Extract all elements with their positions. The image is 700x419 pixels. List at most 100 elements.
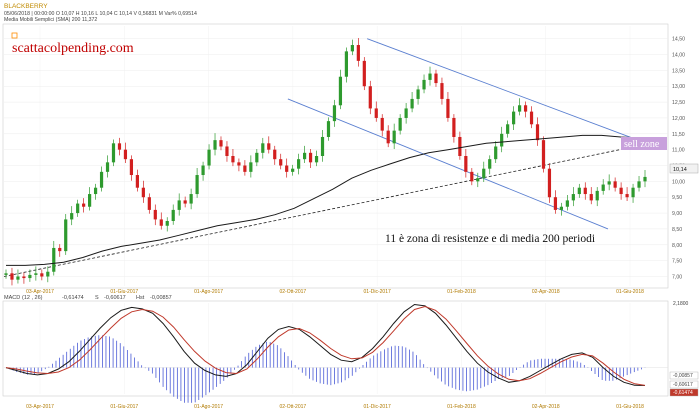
candle-body	[476, 178, 480, 182]
candle-body	[267, 143, 271, 150]
site-marker	[11, 32, 18, 39]
sma-readout: Media Mobili Semplici (SMA) 200 11,372	[4, 17, 97, 23]
candle-body	[410, 98, 414, 109]
candle-body	[291, 168, 295, 172]
price-tick-label: 9,00	[672, 211, 682, 217]
candle-body	[153, 209, 157, 220]
candle-body	[46, 271, 50, 277]
candle-body	[571, 194, 575, 201]
candle-body	[28, 274, 32, 279]
macd-histogram	[9, 335, 646, 403]
candle-body	[261, 143, 265, 153]
price-tick-label: 8,50	[672, 227, 682, 233]
candle-body	[141, 187, 145, 198]
macd-date-tick-label: 03-Apr-2017	[26, 404, 54, 410]
candle-body	[279, 159, 283, 166]
date-tick-label: 02-Apr-2018	[532, 289, 560, 295]
macd-value-box	[669, 380, 699, 389]
candle-body	[320, 136, 325, 156]
candle-body	[249, 162, 253, 172]
price-axis: 14,50 14,00 13,50 13,00 12,50 12,00 11,50 11,00…	[672, 37, 685, 281]
candle-body	[529, 111, 534, 125]
macd-legend-h: -0,00857	[150, 295, 172, 301]
candle-body	[613, 181, 617, 188]
candle-body	[392, 130, 396, 144]
candle-body	[541, 140, 546, 169]
macd-date-tick-label: 01-Giu-2017	[110, 404, 138, 410]
price-tick-label: 14,00	[672, 53, 685, 59]
candle-body	[76, 203, 80, 214]
candle-body	[243, 165, 247, 172]
date-tick-label: 01-Dic-2017	[364, 289, 391, 295]
macd-line	[5, 303, 646, 386]
candle-body	[565, 200, 569, 207]
candle-body	[129, 159, 134, 176]
candle-body	[117, 143, 122, 150]
macd-date-tick-label: 01-Feb-2018	[447, 404, 476, 410]
candle-body	[482, 168, 486, 179]
candle-body	[380, 117, 384, 131]
candle-body	[64, 219, 68, 252]
macd-axis: 2,1800 -0,00857 -0,60617 -0,61474	[669, 301, 699, 397]
price-tick-label: 7,00	[672, 274, 682, 280]
candle-body	[93, 187, 98, 195]
price-tick-label: 12,00	[672, 116, 685, 122]
candle-body	[464, 156, 468, 172]
candle-body	[159, 219, 163, 226]
candle-body	[189, 194, 193, 204]
macd-legend-s-name: S	[95, 295, 99, 301]
date-tick-label: 01-Feb-2018	[447, 289, 476, 295]
candle-body	[302, 152, 307, 160]
candle-body	[494, 146, 498, 160]
price-tick-label: 7,50	[672, 259, 682, 265]
price-tick-label: 13,50	[672, 68, 685, 74]
candle-body	[4, 273, 8, 275]
sell-zone-box	[621, 137, 667, 150]
macd-value-box	[669, 371, 699, 380]
last-price-label: 10,14	[673, 167, 687, 173]
candle-body	[177, 200, 181, 210]
candle-body	[297, 159, 301, 169]
macd-date-tick-label: 02-Apr-2018	[532, 404, 560, 410]
candle-body	[219, 140, 223, 147]
candle-body	[123, 149, 128, 160]
candle-body	[517, 105, 522, 112]
candle-body	[607, 181, 611, 185]
candle-body	[625, 194, 629, 198]
candle-body	[559, 206, 563, 210]
macd-tick-label: -0,60617	[673, 382, 693, 388]
candle-body	[171, 209, 175, 221]
macd-value-box	[669, 388, 699, 397]
candle-body	[350, 45, 354, 52]
macd-legend-h-name: Hst	[136, 295, 145, 301]
candle-body	[523, 105, 528, 112]
candle-body	[589, 194, 593, 201]
candle-body	[273, 149, 277, 160]
price-tick-label: 11,50	[672, 132, 685, 138]
candle-body	[631, 187, 635, 198]
candle-body	[488, 159, 492, 169]
date-tick-label: 03-Apr-2017	[26, 289, 54, 295]
candle-body	[553, 197, 558, 210]
price-tick-label: 13,00	[672, 84, 685, 90]
candle-body	[374, 108, 378, 118]
candle-body	[88, 194, 92, 207]
date-axis: 03-Apr-2017 01-Giu-2017 01-Ago-2017 02-Ott-…	[26, 289, 644, 295]
candle-body	[440, 83, 444, 99]
candle-body	[52, 247, 56, 272]
date-tick-label: 02-Ott-2017	[280, 289, 307, 295]
sell-zone-label: sell zone	[624, 139, 660, 150]
candle-body	[183, 200, 187, 204]
candle-body	[428, 73, 432, 80]
candle-body	[58, 247, 62, 252]
candle-body	[332, 105, 337, 122]
symbol-label: BLACKBERRY	[4, 3, 48, 10]
macd-title: MACD	[4, 295, 20, 301]
candle-body	[344, 51, 349, 77]
macd-grid	[4, 303, 668, 394]
macd-tick-label: 2,1800	[673, 301, 689, 307]
candle-body	[326, 121, 331, 137]
macd-date-tick-label: 01-Giu-2018	[616, 404, 644, 410]
candle-body	[452, 117, 456, 137]
